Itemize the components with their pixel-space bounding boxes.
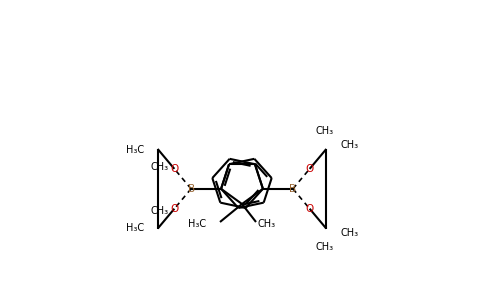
Text: CH₃: CH₃ [151,162,169,172]
Text: H₃C: H₃C [188,219,206,229]
Text: CH₃: CH₃ [315,242,333,252]
Text: O: O [170,164,179,174]
Text: H₃C: H₃C [125,145,144,155]
Text: CH₃: CH₃ [315,126,333,136]
Text: CH₃: CH₃ [151,206,169,216]
Text: CH₃: CH₃ [340,228,359,238]
Text: H₃C: H₃C [125,223,144,232]
Text: CH₃: CH₃ [340,140,359,150]
Text: B: B [289,184,297,194]
Text: O: O [305,204,314,214]
Text: B: B [187,184,195,194]
Text: O: O [170,204,179,214]
Text: CH₃: CH₃ [258,219,276,229]
Text: O: O [305,164,314,174]
